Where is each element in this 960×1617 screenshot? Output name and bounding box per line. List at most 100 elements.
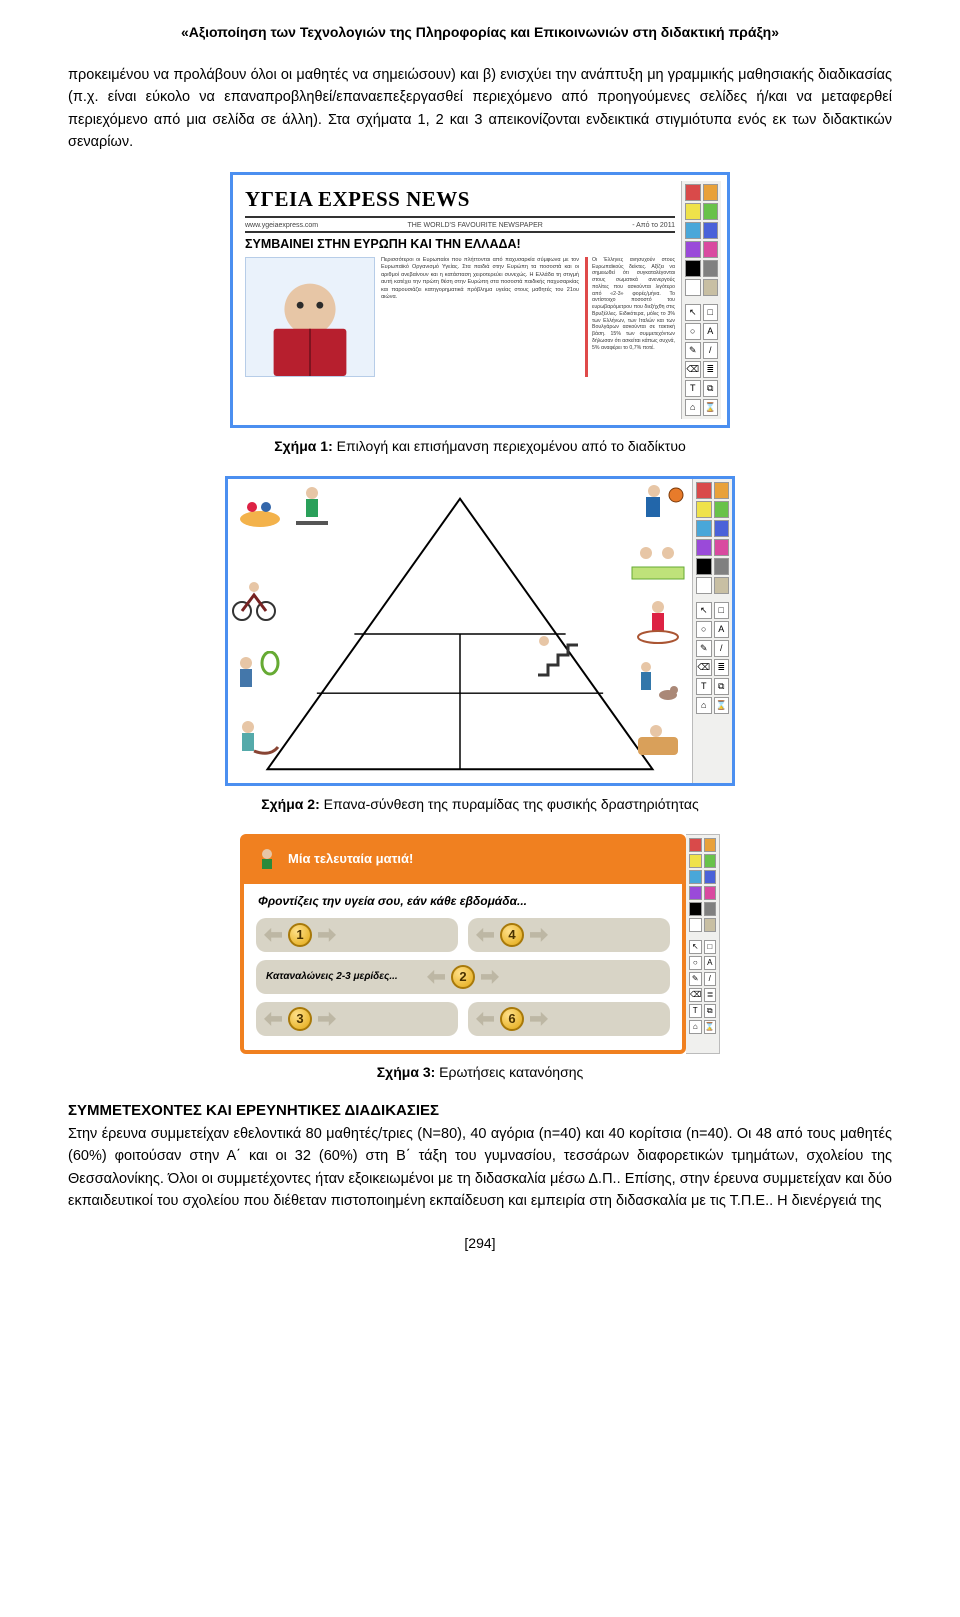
color-swatch[interactable] bbox=[704, 886, 717, 900]
tool-button[interactable]: ⌂ bbox=[685, 399, 701, 416]
arrow-right-icon bbox=[318, 1012, 336, 1026]
tool-button[interactable]: ≣ bbox=[714, 659, 730, 676]
color-swatch[interactable] bbox=[685, 203, 701, 220]
answer-badge: 6 bbox=[500, 1007, 524, 1031]
tool-button[interactable]: T bbox=[689, 1004, 702, 1018]
page-header: «Αξιοποίηση των Τεχνολογιών της Πληροφορ… bbox=[68, 24, 892, 40]
color-swatch[interactable] bbox=[696, 501, 712, 518]
color-swatch[interactable] bbox=[714, 482, 730, 499]
color-swatch[interactable] bbox=[685, 241, 701, 258]
color-swatch[interactable] bbox=[704, 870, 717, 884]
color-swatch[interactable] bbox=[703, 203, 719, 220]
color-swatch[interactable] bbox=[685, 260, 701, 277]
tool-button[interactable]: ⧉ bbox=[703, 380, 719, 397]
fig1-caption-text: Επιλογή και επισήμανση περιεχομένου από … bbox=[337, 438, 686, 454]
color-swatch[interactable] bbox=[703, 279, 719, 296]
tool-button[interactable]: ⌫ bbox=[685, 361, 701, 378]
color-swatch[interactable] bbox=[703, 241, 719, 258]
color-swatch[interactable] bbox=[689, 838, 702, 852]
tool-button[interactable]: ✎ bbox=[696, 640, 712, 657]
fig1-tagline-right: - Από το 2011 bbox=[632, 222, 675, 229]
color-swatch[interactable] bbox=[714, 577, 730, 594]
color-swatch[interactable] bbox=[696, 558, 712, 575]
tool-button[interactable]: / bbox=[714, 640, 730, 657]
color-swatch[interactable] bbox=[685, 222, 701, 239]
tool-button[interactable]: ↖ bbox=[696, 602, 712, 619]
tool-button[interactable]: ⧉ bbox=[704, 1004, 717, 1018]
color-swatch[interactable] bbox=[689, 854, 702, 868]
tool-button[interactable]: ↖ bbox=[685, 304, 701, 321]
arrow-left-icon bbox=[476, 928, 494, 942]
tool-button[interactable]: ↖ bbox=[689, 940, 702, 954]
color-swatch[interactable] bbox=[689, 870, 702, 884]
color-swatch[interactable] bbox=[714, 558, 730, 575]
fig3-answers: 1 4 Καταναλώνεις 2-3 μερίδες... 2 3 bbox=[244, 912, 682, 1050]
tool-button[interactable]: ✎ bbox=[685, 342, 701, 359]
color-swatch[interactable] bbox=[696, 577, 712, 594]
tool-button[interactable]: □ bbox=[714, 602, 730, 619]
color-swatch[interactable] bbox=[714, 539, 730, 556]
color-swatch[interactable] bbox=[689, 902, 702, 916]
color-swatch[interactable] bbox=[704, 838, 717, 852]
figure-3: Μία τελευταία ματιά! Φροντίζεις την υγεί… bbox=[240, 834, 720, 1054]
color-swatch[interactable] bbox=[704, 854, 717, 868]
tool-button[interactable]: ✎ bbox=[689, 972, 702, 986]
fig1-tagline: www.ygeiaexpress.com THE WORLD'S FAVOURI… bbox=[245, 220, 675, 233]
color-swatch[interactable] bbox=[696, 482, 712, 499]
answer-chip-4[interactable]: 4 bbox=[468, 918, 670, 952]
tool-button[interactable]: ⧉ bbox=[714, 678, 730, 695]
color-swatch[interactable] bbox=[696, 520, 712, 537]
arrow-left-icon bbox=[427, 970, 445, 984]
fig3-caption-lead: Σχήμα 3: bbox=[377, 1064, 436, 1080]
tool-button[interactable]: / bbox=[704, 972, 717, 986]
tool-button[interactable]: A bbox=[714, 621, 730, 638]
arrow-left-icon bbox=[476, 1012, 494, 1026]
answer-chip-3[interactable]: 3 bbox=[256, 1002, 458, 1036]
color-swatch[interactable] bbox=[714, 501, 730, 518]
color-swatch[interactable] bbox=[703, 184, 719, 201]
fig3-caption-text: Ερωτήσεις κατανόησης bbox=[439, 1064, 583, 1080]
figure-2-caption: Σχήμα 2: Επανα-σύνθεση της πυραμίδας της… bbox=[68, 796, 892, 812]
figure-1-caption: Σχήμα 1: Επιλογή και επισήμανση περιεχομ… bbox=[68, 438, 892, 454]
tool-button[interactable]: A bbox=[703, 323, 719, 340]
fig1-caption-lead: Σχήμα 1: bbox=[274, 438, 333, 454]
answer-chip-2[interactable]: Καταναλώνεις 2-3 μερίδες... 2 bbox=[256, 960, 670, 994]
answer-badge: 1 bbox=[288, 923, 312, 947]
tool-button[interactable]: ⌫ bbox=[689, 988, 702, 1002]
tool-button[interactable]: ○ bbox=[685, 323, 701, 340]
fig3-tool-palette: ↖□○A✎/⌫≣T⧉⌂⌛ bbox=[686, 834, 720, 1054]
tool-button[interactable]: T bbox=[685, 380, 701, 397]
clipart-couch-icon bbox=[634, 715, 682, 763]
color-swatch[interactable] bbox=[704, 902, 717, 916]
tool-button[interactable]: ○ bbox=[696, 621, 712, 638]
tool-button[interactable]: / bbox=[703, 342, 719, 359]
fig3-question: Φροντίζεις την υγεία σου, εάν κάθε εβδομ… bbox=[244, 884, 682, 912]
tool-button[interactable]: ⌫ bbox=[696, 659, 712, 676]
color-swatch[interactable] bbox=[703, 222, 719, 239]
color-swatch[interactable] bbox=[685, 184, 701, 201]
color-swatch[interactable] bbox=[689, 918, 702, 932]
clipart-hopscotch-icon bbox=[628, 537, 688, 585]
figure-1: ΥΓΕΙΑ EXPESS NEWS www.ygeiaexpress.com T… bbox=[230, 172, 730, 428]
fig2-canvas bbox=[228, 479, 692, 783]
tool-button[interactable]: ⌛ bbox=[714, 697, 730, 714]
tool-button[interactable]: T bbox=[696, 678, 712, 695]
tool-button[interactable]: A bbox=[704, 956, 717, 970]
tool-button[interactable]: ○ bbox=[689, 956, 702, 970]
color-swatch[interactable] bbox=[689, 886, 702, 900]
tool-button[interactable]: ⌂ bbox=[689, 1020, 702, 1034]
color-swatch[interactable] bbox=[703, 260, 719, 277]
tool-button[interactable]: ≣ bbox=[703, 361, 719, 378]
color-swatch[interactable] bbox=[696, 539, 712, 556]
tool-button[interactable]: □ bbox=[703, 304, 719, 321]
tool-button[interactable]: ≣ bbox=[704, 988, 716, 1002]
tool-button[interactable]: □ bbox=[704, 940, 717, 954]
answer-chip-6[interactable]: 6 bbox=[468, 1002, 670, 1036]
color-swatch[interactable] bbox=[704, 918, 717, 932]
color-swatch[interactable] bbox=[714, 520, 730, 537]
color-swatch[interactable] bbox=[685, 279, 701, 296]
tool-button[interactable]: ⌛ bbox=[703, 399, 719, 416]
answer-chip-1[interactable]: 1 bbox=[256, 918, 458, 952]
tool-button[interactable]: ⌛ bbox=[704, 1020, 717, 1034]
tool-button[interactable]: ⌂ bbox=[696, 697, 712, 714]
